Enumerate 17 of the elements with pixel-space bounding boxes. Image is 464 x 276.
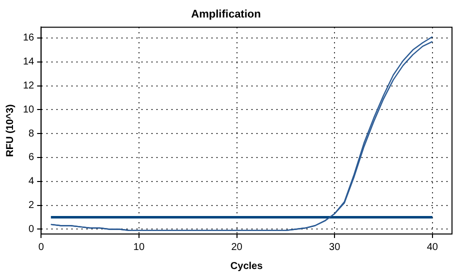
y-tick-label: 4 <box>28 176 35 188</box>
y-tick-label: 6 <box>28 152 35 164</box>
x-tick-label: 40 <box>426 242 438 253</box>
y-tick-label: 16 <box>23 32 35 44</box>
y-tick-label: 12 <box>23 80 35 92</box>
x-tick-label: 10 <box>133 242 145 253</box>
x-tick-label: 30 <box>329 242 341 253</box>
x-tick-label: 0 <box>38 242 44 253</box>
y-tick-label: 10 <box>23 104 35 116</box>
y-axis-title: RFU (10^3) <box>4 104 16 157</box>
y-tick-label: 2 <box>28 200 35 212</box>
chart-title: Amplification <box>191 8 262 21</box>
y-tick-label: 8 <box>28 128 35 140</box>
x-tick-label: 20 <box>231 242 243 253</box>
y-tick-label: 14 <box>23 56 35 68</box>
y-tick-label: 0 <box>28 224 35 235</box>
x-axis-title: Cycles <box>230 260 264 272</box>
